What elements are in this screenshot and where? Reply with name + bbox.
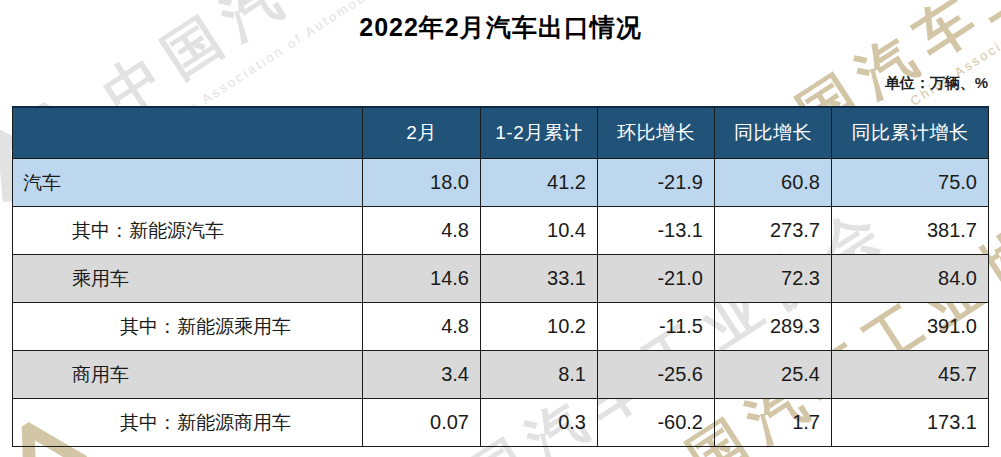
value-cell: -13.1 [598,207,715,254]
row-label: 其中：新能源商用车 [13,399,363,446]
value-cell: 0.07 [363,399,481,446]
value-cell: 391.0 [832,303,988,350]
unit-label: 单位：万辆、% [885,74,988,93]
header-cell: 同比增长 [715,108,832,158]
row-label: 商用车 [13,351,363,398]
header-cell: 同比累计增长 [832,108,988,158]
table-row: 汽车18.041.2-21.960.875.0 [13,159,988,207]
value-cell: 60.8 [715,159,832,206]
row-label: 乘用车 [13,255,363,302]
value-cell: 3.4 [363,351,481,398]
value-cell: -11.5 [598,303,715,350]
table-row: 其中：新能源汽车4.810.4-13.1273.7381.7 [13,207,988,255]
value-cell: 14.6 [363,255,481,302]
value-cell: 25.4 [715,351,832,398]
value-cell: -21.0 [598,255,715,302]
value-cell: 75.0 [832,159,988,206]
value-cell: -25.6 [598,351,715,398]
page-title: 2022年2月汽车出口情况 [0,0,1001,44]
value-cell: 289.3 [715,303,832,350]
value-cell: 10.2 [481,303,598,350]
value-cell: 173.1 [832,399,988,446]
value-cell: 45.7 [832,351,988,398]
value-cell: 273.7 [715,207,832,254]
row-label: 其中：新能源乘用车 [13,303,363,350]
row-label: 其中：新能源汽车 [13,207,363,254]
header-cell: 环比增长 [598,108,715,158]
page: 中国汽车工业协会 China Association of Automobile… [0,0,1001,457]
header-cell-label [13,108,363,158]
value-cell: 10.4 [481,207,598,254]
table-row: 其中：新能源商用车0.070.3-60.21.7173.1 [13,399,988,446]
row-label: 汽车 [13,159,363,206]
header-cell: 1-2月累计 [481,108,598,158]
table-body: 汽车18.041.2-21.960.875.0其中：新能源汽车4.810.4-1… [13,159,988,446]
table-row: 商用车3.48.1-25.625.445.7 [13,351,988,399]
value-cell: 1.7 [715,399,832,446]
table-row: 乘用车14.633.1-21.072.384.0 [13,255,988,303]
value-cell: -60.2 [598,399,715,446]
value-cell: 381.7 [832,207,988,254]
value-cell: 4.8 [363,303,481,350]
value-cell: 41.2 [481,159,598,206]
export-table: 2月1-2月累计环比增长同比增长同比累计增长 汽车18.041.2-21.960… [12,106,989,447]
value-cell: 72.3 [715,255,832,302]
value-cell: 33.1 [481,255,598,302]
value-cell: 18.0 [363,159,481,206]
table-row: 其中：新能源乘用车4.810.2-11.5289.3391.0 [13,303,988,351]
value-cell: 4.8 [363,207,481,254]
value-cell: 0.3 [481,399,598,446]
value-cell: 84.0 [832,255,988,302]
table-header-row: 2月1-2月累计环比增长同比增长同比累计增长 [13,108,988,159]
header-cell: 2月 [363,108,481,158]
value-cell: 8.1 [481,351,598,398]
value-cell: -21.9 [598,159,715,206]
